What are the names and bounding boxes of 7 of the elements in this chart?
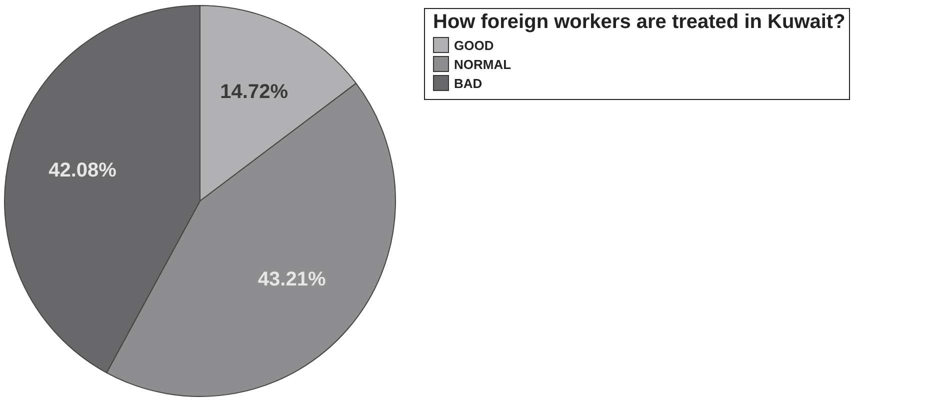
legend-label: GOOD [454,38,494,52]
data-label: 42.08% [48,160,117,182]
legend-label: NORMAL [454,56,512,72]
data-label: 43.21% [258,268,326,291]
legend-label: BAD [454,76,482,90]
data-label: 14.72% [220,81,288,104]
legend-title: How foreign workers are treated in Kuwait? [433,11,846,34]
